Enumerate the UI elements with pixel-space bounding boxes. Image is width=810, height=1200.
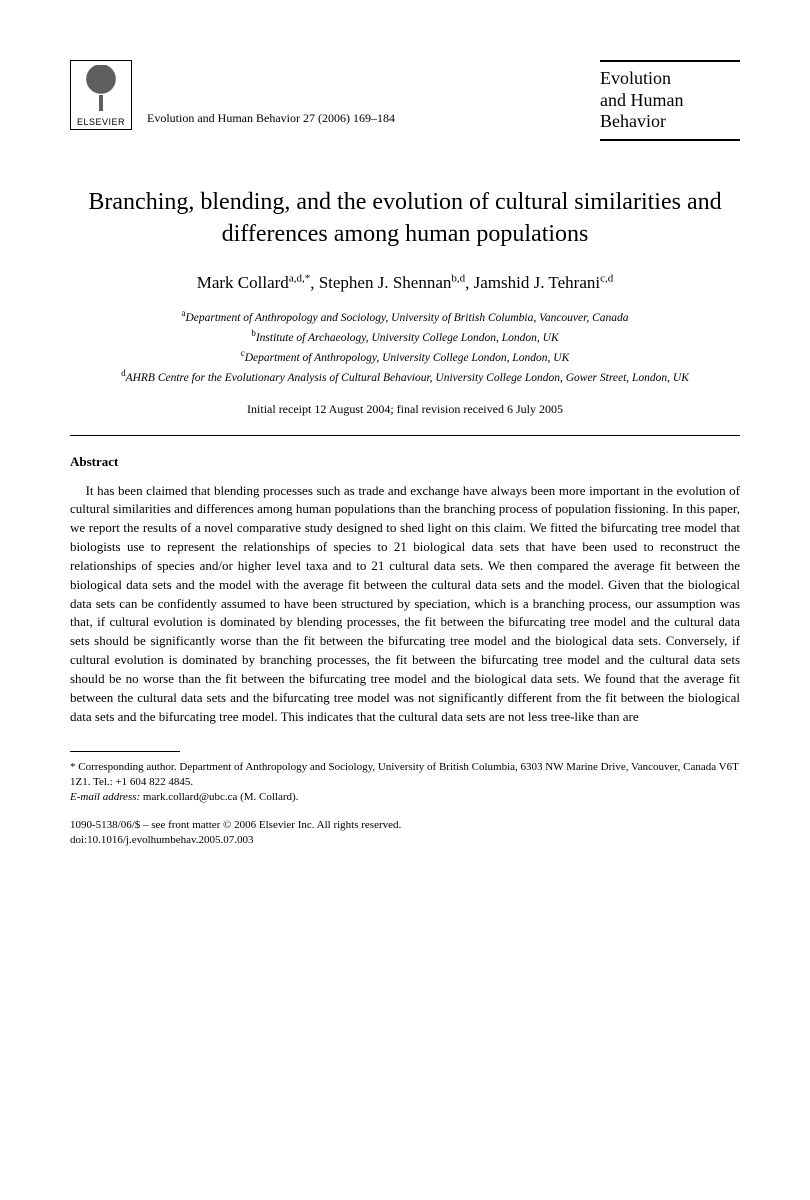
article-title: Branching, blending, and the evolution o… [70, 186, 740, 251]
abstract-body: It has been claimed that blending proces… [70, 482, 740, 727]
corresponding-text: * Corresponding author. Department of An… [70, 760, 740, 791]
affiliation-text: Institute of Archaeology, University Col… [256, 332, 559, 344]
copyright-line: 1090-5138/06/$ – see front matter © 2006… [70, 818, 740, 833]
email-address: mark.collard@ubc.ca (M. Collard). [143, 791, 299, 803]
journal-reference: Evolution and Human Behavior 27 (2006) 1… [147, 111, 395, 126]
doi-line: doi:10.1016/j.evolhumbehav.2005.07.003 [70, 833, 740, 848]
corresponding-author-footnote: * Corresponding author. Department of An… [70, 760, 740, 806]
affiliation: bInstitute of Archaeology, University Co… [70, 327, 740, 347]
author-marks: b,d [451, 273, 465, 285]
affiliation-text: Department of Anthropology and Sociology… [185, 312, 628, 324]
author-name: Mark Collard [197, 273, 289, 292]
footnote-divider [70, 751, 180, 752]
journal-name-line: and Human [600, 90, 736, 112]
author: Jamshid J. Tehranic,d [474, 273, 614, 292]
author: Mark Collarda,d,* [197, 273, 310, 292]
article-dates: Initial receipt 12 August 2004; final re… [70, 402, 740, 417]
affiliation: aDepartment of Anthropology and Sociolog… [70, 307, 740, 327]
publisher-logo: ELSEVIER [70, 60, 132, 130]
author-name: Jamshid J. Tehrani [474, 273, 600, 292]
author-marks: a,d,* [289, 273, 310, 285]
authors-line: Mark Collarda,d,*, Stephen J. Shennanb,d… [70, 273, 740, 294]
copyright-block: 1090-5138/06/$ – see front matter © 2006… [70, 818, 740, 849]
affiliation-text: AHRB Centre for the Evolutionary Analysi… [126, 372, 689, 384]
affiliations: aDepartment of Anthropology and Sociolog… [70, 307, 740, 387]
elsevier-tree-icon [76, 65, 126, 111]
email-line: E-mail address: mark.collard@ubc.ca (M. … [70, 790, 740, 805]
author: Stephen J. Shennanb,d [319, 273, 465, 292]
email-label: E-mail address: [70, 791, 140, 803]
journal-name-line: Behavior [600, 111, 736, 133]
affiliation-text: Department of Anthropology, University C… [245, 352, 570, 364]
journal-name-line: Evolution [600, 68, 736, 90]
affiliation: cDepartment of Anthropology, University … [70, 347, 740, 367]
author-marks: c,d [600, 273, 613, 285]
publisher-block: ELSEVIER Evolution and Human Behavior 27… [70, 60, 395, 130]
header-row: ELSEVIER Evolution and Human Behavior 27… [70, 60, 740, 141]
publisher-name: ELSEVIER [77, 117, 125, 127]
journal-name-box: Evolution and Human Behavior [600, 60, 740, 141]
divider [70, 435, 740, 436]
affiliation: dAHRB Centre for the Evolutionary Analys… [70, 367, 740, 387]
abstract-heading: Abstract [70, 454, 740, 470]
author-name: Stephen J. Shennan [319, 273, 452, 292]
